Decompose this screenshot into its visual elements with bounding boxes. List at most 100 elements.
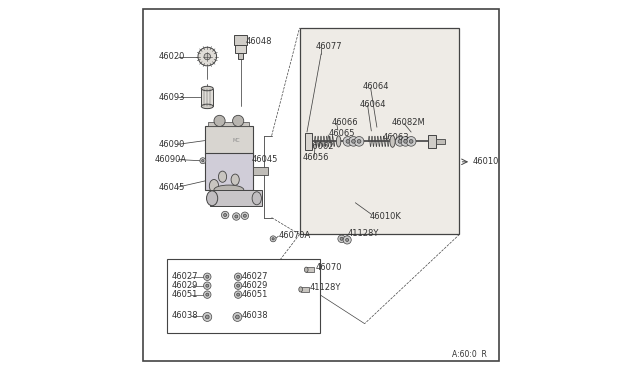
Text: 46090A: 46090A <box>154 155 187 164</box>
Text: 46064: 46064 <box>362 82 389 91</box>
Text: 46029: 46029 <box>242 281 268 290</box>
Text: 46010K: 46010K <box>369 212 401 221</box>
Circle shape <box>221 211 229 219</box>
Ellipse shape <box>207 191 218 206</box>
Bar <box>300 28 460 234</box>
Text: 46038: 46038 <box>172 311 198 320</box>
Circle shape <box>354 137 364 146</box>
Circle shape <box>343 137 353 146</box>
Circle shape <box>204 273 211 280</box>
Text: 46093: 46093 <box>158 93 185 102</box>
Circle shape <box>206 284 209 287</box>
Circle shape <box>214 115 225 126</box>
Circle shape <box>237 275 239 278</box>
Text: 41128Y: 41128Y <box>348 229 380 238</box>
Circle shape <box>395 137 405 146</box>
Text: 46077: 46077 <box>315 42 342 51</box>
Circle shape <box>272 238 275 240</box>
Circle shape <box>270 236 276 242</box>
Text: 46066: 46066 <box>332 118 358 126</box>
Circle shape <box>204 53 211 60</box>
Circle shape <box>204 282 211 289</box>
Circle shape <box>203 312 212 321</box>
Text: 46027: 46027 <box>172 272 198 281</box>
Ellipse shape <box>209 180 219 193</box>
Ellipse shape <box>299 287 303 292</box>
Text: 46063: 46063 <box>383 133 409 142</box>
Ellipse shape <box>202 86 213 91</box>
Circle shape <box>338 235 346 243</box>
Text: 46027: 46027 <box>242 272 268 281</box>
Circle shape <box>234 282 242 289</box>
Circle shape <box>241 212 248 219</box>
Ellipse shape <box>218 171 227 182</box>
Circle shape <box>206 275 209 278</box>
Text: 46038: 46038 <box>241 311 268 320</box>
Circle shape <box>236 315 239 319</box>
Text: 46062: 46062 <box>307 142 334 151</box>
Circle shape <box>346 238 349 241</box>
Text: 46082M: 46082M <box>392 118 425 126</box>
Text: 46056: 46056 <box>303 153 330 162</box>
Bar <box>168 259 320 333</box>
Bar <box>253 167 268 175</box>
Circle shape <box>237 284 239 287</box>
Bar <box>209 122 250 126</box>
Circle shape <box>340 237 343 240</box>
Bar <box>205 126 253 154</box>
Bar <box>301 287 309 292</box>
Text: MC: MC <box>232 138 240 143</box>
Bar <box>306 267 314 272</box>
Circle shape <box>343 236 351 244</box>
Circle shape <box>357 140 361 143</box>
Text: 46045: 46045 <box>158 183 184 192</box>
Circle shape <box>346 140 349 143</box>
Circle shape <box>237 293 239 296</box>
Ellipse shape <box>231 174 239 185</box>
Text: 46029: 46029 <box>172 281 198 290</box>
Text: 46090: 46090 <box>158 140 184 149</box>
Circle shape <box>232 115 244 126</box>
Text: 46065: 46065 <box>328 129 355 138</box>
Bar <box>238 53 243 59</box>
Text: 41128Y: 41128Y <box>310 283 341 292</box>
Circle shape <box>202 160 204 162</box>
Ellipse shape <box>214 185 244 195</box>
Circle shape <box>398 140 402 143</box>
Bar <box>235 45 246 53</box>
Circle shape <box>200 158 206 164</box>
Text: 46070A: 46070A <box>278 231 310 240</box>
Circle shape <box>351 140 355 143</box>
Text: 46020: 46020 <box>158 52 184 61</box>
Circle shape <box>235 215 238 218</box>
Bar <box>211 190 262 206</box>
Circle shape <box>233 312 242 321</box>
Circle shape <box>404 140 408 143</box>
Ellipse shape <box>337 136 341 147</box>
Circle shape <box>205 315 209 319</box>
Text: 46045: 46045 <box>251 155 278 164</box>
Circle shape <box>406 137 416 146</box>
Ellipse shape <box>305 267 308 272</box>
Circle shape <box>234 273 242 280</box>
Bar <box>305 133 312 150</box>
Bar <box>436 139 445 144</box>
Ellipse shape <box>202 104 213 109</box>
Circle shape <box>349 137 358 146</box>
Circle shape <box>243 214 246 217</box>
Circle shape <box>206 293 209 296</box>
Bar <box>428 135 436 148</box>
Circle shape <box>234 291 242 298</box>
Text: 46010: 46010 <box>472 157 499 166</box>
Circle shape <box>232 213 240 220</box>
Bar <box>205 153 253 190</box>
Text: 46051: 46051 <box>242 290 268 299</box>
Circle shape <box>410 140 413 143</box>
Text: 46070: 46070 <box>316 263 342 272</box>
Circle shape <box>204 291 211 298</box>
Circle shape <box>198 47 216 66</box>
Circle shape <box>401 137 410 146</box>
Text: 46048: 46048 <box>246 37 272 46</box>
Ellipse shape <box>252 192 261 205</box>
Circle shape <box>223 214 227 217</box>
